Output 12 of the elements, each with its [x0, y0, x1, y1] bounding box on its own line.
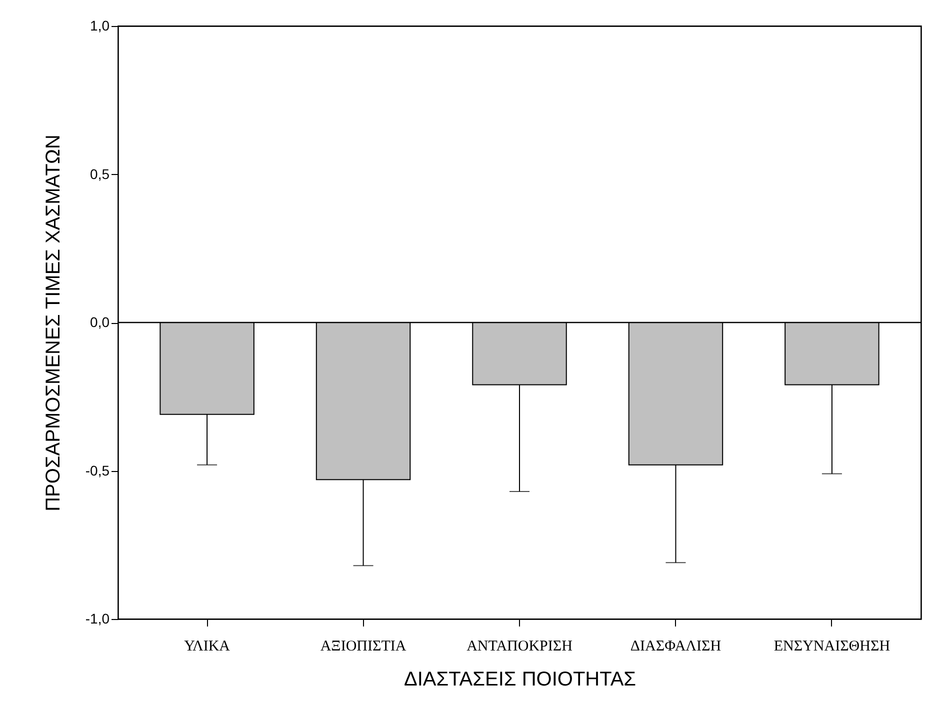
x-tick-label: ΑΝΤΑΠΟΚΡΙΣΗ [466, 638, 573, 654]
x-tick-label: ΥΛΙΚΑ [184, 638, 230, 654]
y-tick-label: -1,0 [85, 610, 110, 626]
y-tick-label: -0,5 [85, 462, 110, 478]
x-tick-label: ΕΝΣΥΝΑΙΣΘΗΣΗ [774, 638, 890, 654]
x-tick-label: ΑΞΙΟΠΙΣΤΙΑ [320, 638, 406, 654]
y-tick-label: 0,5 [90, 166, 110, 182]
y-tick-label: 1,0 [90, 18, 110, 34]
y-tick-label: 0,0 [90, 314, 110, 330]
x-tick-label: ΔΙΑΣΦΑΛΙΣΗ [630, 638, 722, 654]
x-axis-title: ΔΙΑΣΤΑΣΕΙΣ ΠΟΙΟΤΗΤΑΣ [404, 668, 636, 690]
y-axis-title: ΠΡΟΣΑΡΜΟΣΜΕΝΕΣ ΤΙΜΕΣ ΧΑΣΜΑΤΩΝ [42, 134, 64, 512]
